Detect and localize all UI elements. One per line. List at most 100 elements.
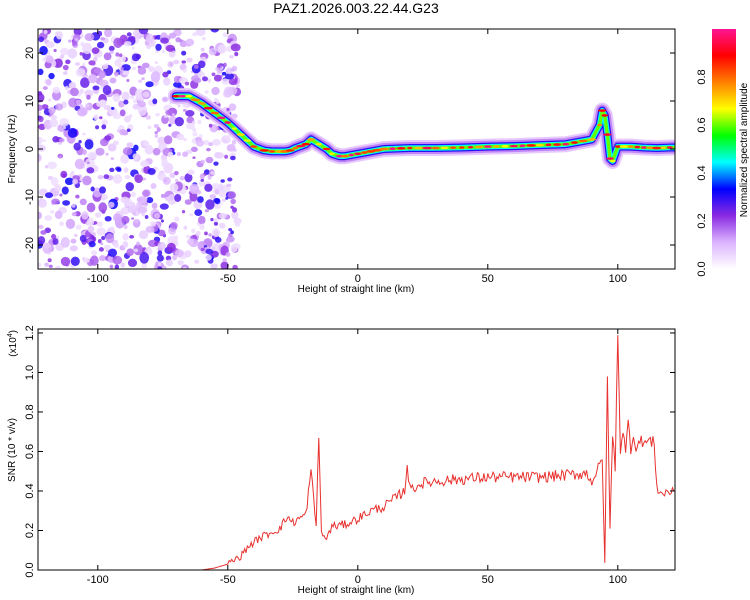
x-tick-label: -50 xyxy=(220,574,236,586)
ridge-peak xyxy=(396,147,406,150)
noise-speckle xyxy=(139,252,150,264)
noise-speckle xyxy=(48,264,53,268)
ridge-peak xyxy=(236,133,245,136)
noise-speckle xyxy=(44,262,49,267)
noise-speckle xyxy=(219,222,226,229)
noise-speckle xyxy=(169,172,176,179)
noise-speckle xyxy=(165,259,174,267)
noise-speckle xyxy=(160,37,169,44)
noise-speckle xyxy=(185,234,191,239)
ridge-peak xyxy=(190,98,201,102)
noise-speckle xyxy=(88,241,96,248)
noise-speckle xyxy=(168,32,177,39)
noise-speckle xyxy=(104,135,112,141)
noise-speckle xyxy=(226,67,233,75)
ridge-peak xyxy=(562,142,570,146)
snr-panel: -100 -50 0 50 100 0.0 0.2 0.4 0.6 0.8 1.0 1.2 Heig… xyxy=(7,325,676,596)
ridge-peak xyxy=(431,146,440,150)
noise-speckle xyxy=(171,113,176,117)
noise-speckle xyxy=(58,138,65,143)
ridge-peak xyxy=(501,144,509,148)
noise-speckle xyxy=(92,85,100,91)
noise-speckle xyxy=(182,151,189,158)
noise-speckle xyxy=(131,46,135,50)
y-tick-label: 0 xyxy=(24,146,36,152)
noise-speckle xyxy=(204,209,209,213)
noise-speckle xyxy=(79,51,83,56)
noise-speckle xyxy=(186,238,195,246)
noise-speckle xyxy=(124,175,131,180)
noise-speckle xyxy=(167,151,174,158)
noise-speckle xyxy=(73,29,82,36)
y-tick-label: -10 xyxy=(24,189,36,205)
noise-speckle xyxy=(120,154,130,164)
noise-speckle xyxy=(224,154,229,159)
noise-speckle xyxy=(102,63,109,70)
noise-speckle xyxy=(132,153,138,160)
noise-speckle xyxy=(197,119,202,125)
noise-speckle xyxy=(126,79,130,83)
noise-speckle xyxy=(158,262,162,266)
ridge-peak xyxy=(259,149,270,152)
noise-speckle xyxy=(221,78,230,85)
noise-speckle xyxy=(211,182,220,190)
noise-speckle xyxy=(210,171,215,175)
noise-speckle xyxy=(113,242,120,249)
noise-speckle xyxy=(230,205,234,209)
noise-speckle xyxy=(109,50,114,54)
noise-speckle xyxy=(101,124,107,130)
noise-speckle xyxy=(170,221,178,230)
noise-speckle xyxy=(52,86,61,94)
noise-speckle xyxy=(50,177,59,186)
noise-speckle xyxy=(218,212,227,219)
noise-speckle xyxy=(228,78,238,86)
noise-speckle xyxy=(126,142,134,148)
y-tick-label: 1.0 xyxy=(24,365,36,380)
noise-speckle xyxy=(118,100,125,108)
noise-speckle xyxy=(165,255,172,261)
noise-speckle xyxy=(121,91,130,101)
noise-speckle xyxy=(150,71,161,83)
noise-speckle xyxy=(38,236,46,245)
noise-speckle xyxy=(42,86,48,90)
noise-speckle xyxy=(100,197,106,201)
noise-speckle xyxy=(173,81,182,88)
noise-speckle xyxy=(99,85,104,89)
noise-speckle xyxy=(79,234,87,243)
noise-speckle xyxy=(210,29,220,33)
noise-speckle xyxy=(122,70,130,76)
ridge-peak xyxy=(315,142,322,146)
noise-speckle xyxy=(192,32,198,37)
ridge-peak xyxy=(666,146,673,149)
noise-speckle xyxy=(121,64,131,71)
noise-speckle xyxy=(51,233,57,240)
noise-speckle xyxy=(133,99,138,104)
noise-speckle xyxy=(125,182,134,192)
noise-speckle xyxy=(168,200,174,205)
noise-speckle xyxy=(208,233,212,237)
ridge-peak xyxy=(414,146,423,150)
noise-speckle xyxy=(195,139,205,147)
noise-speckle xyxy=(220,179,225,183)
noise-speckle xyxy=(161,50,165,54)
noise-speckle xyxy=(95,212,102,218)
ridge-peak xyxy=(519,144,526,148)
noise-speckle xyxy=(211,72,216,77)
noise-speckle xyxy=(210,217,214,222)
noise-speckle xyxy=(118,53,123,58)
colorbar-tick-label: 0.0 xyxy=(696,261,708,276)
ridge-peak xyxy=(224,121,232,124)
noise-speckle xyxy=(104,215,112,222)
noise-speckle xyxy=(56,31,64,40)
noise-speckle xyxy=(112,174,123,184)
noise-speckle xyxy=(122,241,129,248)
noise-speckle xyxy=(70,256,80,267)
noise-speckle xyxy=(112,112,122,120)
noise-speckle xyxy=(193,77,202,84)
snr-y-multiplier-base: (x10 xyxy=(8,337,19,357)
snr-x-label: Height of straight line (km) xyxy=(298,585,415,596)
noise-speckle xyxy=(189,183,200,195)
noise-speckle xyxy=(142,91,150,98)
noise-speckle xyxy=(77,107,88,117)
noise-speckle xyxy=(84,103,90,108)
